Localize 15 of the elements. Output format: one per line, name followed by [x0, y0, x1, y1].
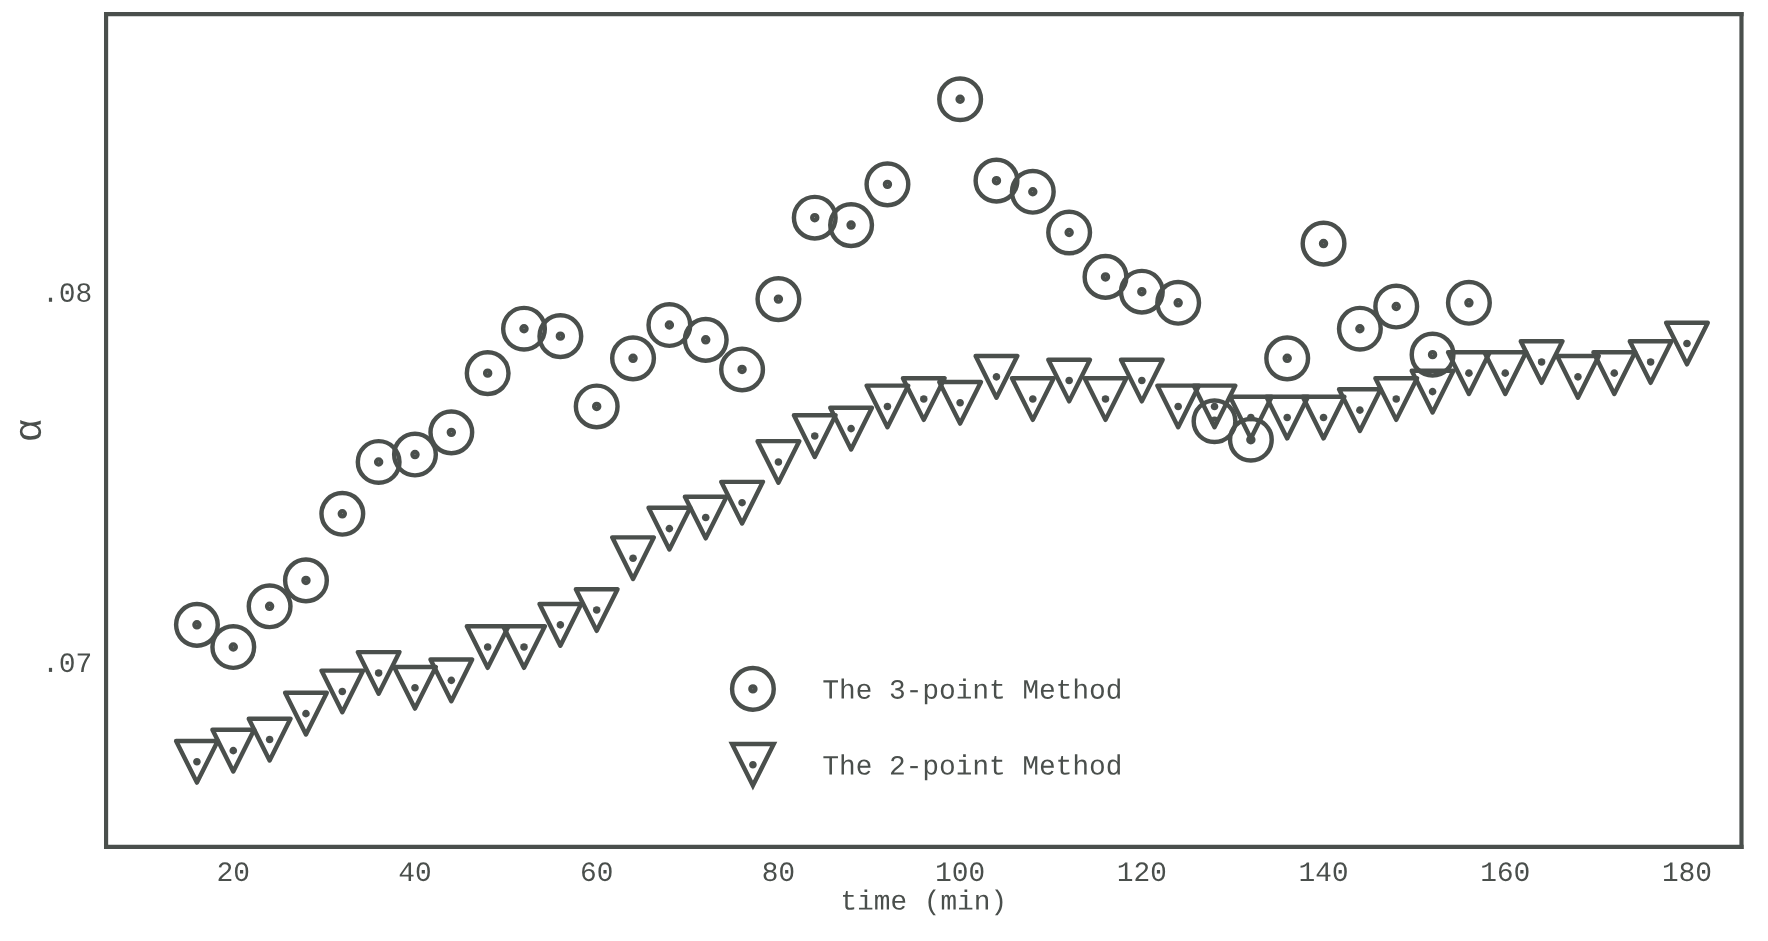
- x-tick-label: 140: [1300, 862, 1347, 882]
- legend-label: The 2-point Method: [823, 754, 1120, 781]
- x-tick-label: 160: [1482, 862, 1529, 882]
- x-tick-label: 40: [399, 862, 430, 882]
- x-tick-label: 60: [582, 862, 612, 882]
- y-tick-label: .07: [48, 653, 91, 673]
- legend-label: The 3-point Method: [823, 678, 1120, 705]
- x-tick-label: 180: [1663, 862, 1711, 882]
- x-tick-label: 20: [218, 862, 249, 882]
- x-tick-label: 80: [763, 862, 794, 882]
- x-tick-label: 120: [1118, 862, 1166, 882]
- y-tick-label: .08: [48, 283, 91, 303]
- x-tick-label: 100: [937, 862, 984, 882]
- x-axis-title: time (min): [843, 889, 1003, 916]
- y-axis-title: α: [19, 420, 42, 440]
